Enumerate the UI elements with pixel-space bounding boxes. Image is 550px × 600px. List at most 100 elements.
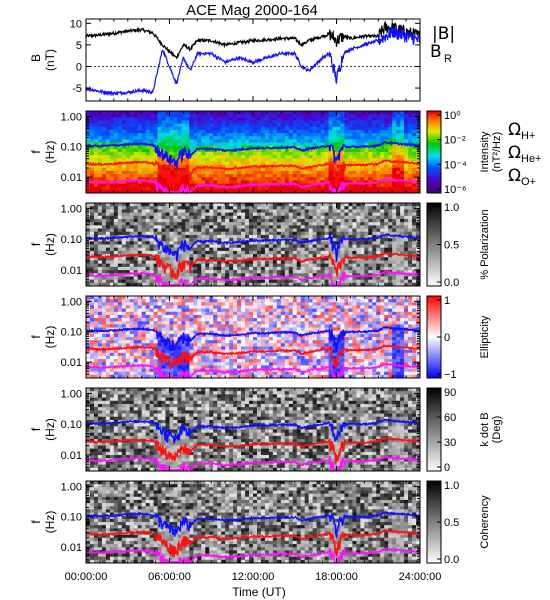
spectrogram-cell — [400, 215, 405, 220]
spectrogram-cell — [272, 123, 278, 128]
spectrogram-cell — [185, 238, 190, 242]
spectrogram-cell — [352, 257, 357, 261]
spectrogram-cell — [93, 164, 99, 169]
spectrogram-cell — [368, 111, 373, 115]
spectrogram-cell — [249, 212, 254, 217]
spectrogram-cell — [332, 174, 337, 178]
spectrogram-cell — [209, 158, 214, 162]
spectrogram-cell — [105, 241, 111, 245]
spectrogram-cell — [253, 139, 258, 144]
spectrogram-cell — [316, 266, 322, 271]
spectrogram-cell — [129, 152, 135, 156]
spectrogram-cell — [296, 279, 302, 284]
spectrogram-cell — [320, 174, 326, 178]
spectrogram-cell — [408, 117, 413, 121]
spectrogram-cell — [185, 250, 190, 255]
spectrogram-cell — [364, 276, 369, 281]
spectrogram-cell — [241, 123, 246, 128]
spectrogram-cell — [408, 189, 413, 194]
spectrogram-cell — [101, 155, 107, 159]
spectrogram-cell — [328, 114, 334, 118]
spectrogram-cell — [229, 177, 234, 181]
spectrogram-cell — [304, 282, 310, 287]
spectrogram-cell — [332, 218, 337, 223]
spectrogram-cell — [113, 257, 119, 261]
spectrogram-cell — [416, 164, 421, 169]
spectrogram-cell — [225, 225, 230, 230]
spectrogram-cell — [340, 117, 345, 121]
spectrogram-cell — [344, 139, 349, 144]
spectrogram-cell — [105, 177, 111, 181]
spectrogram-cell — [101, 148, 107, 153]
spectrogram-cell — [237, 155, 242, 159]
spectrogram-cell — [272, 244, 278, 249]
spectrogram-cell — [368, 142, 373, 147]
spectrogram-cell — [93, 133, 99, 137]
spectrogram-cell — [241, 238, 246, 242]
spectrogram-cell — [320, 158, 326, 162]
spectrogram-cell — [308, 215, 314, 220]
spectrogram-cell — [372, 161, 377, 166]
spectrogram-cell — [129, 263, 135, 268]
spectrogram-cell — [360, 282, 365, 287]
spectrogram-cell — [189, 203, 194, 207]
spectrogram-cell — [201, 241, 206, 245]
spectrogram-cell — [384, 266, 389, 271]
spectrogram-cell — [137, 152, 143, 156]
spectrogram-cell — [280, 276, 286, 281]
spectrogram-cell — [109, 164, 115, 169]
spectrogram-cell — [185, 126, 190, 131]
spectrogram-cell — [197, 203, 202, 207]
spectrogram-cell — [280, 218, 286, 223]
spectrogram-cell — [149, 270, 155, 274]
spectrogram-cell — [316, 174, 322, 178]
spectrogram-cell — [404, 183, 409, 188]
spectrogram-cell — [308, 117, 314, 121]
spectrogram-cell — [241, 167, 246, 172]
spectrogram-cell — [225, 266, 230, 271]
spectrogram-cell — [113, 263, 119, 268]
spectrogram-cell — [296, 155, 302, 159]
spectrogram-cell — [137, 260, 143, 265]
spectrogram-cell — [105, 276, 111, 281]
spectrogram-cell — [149, 212, 155, 217]
spectrogram-cell — [352, 270, 357, 274]
y-axis-unit: (nT) — [43, 49, 57, 71]
spectrogram-cell — [241, 225, 246, 230]
spectrogram-cell — [253, 123, 258, 128]
spectrogram-cell — [221, 250, 226, 255]
spectrogram-cell — [97, 308, 103, 313]
spectrogram-cell — [105, 158, 111, 162]
spectrogram-cell — [121, 177, 127, 181]
spectrogram-cell — [141, 152, 147, 156]
spectrogram-cell — [97, 355, 103, 360]
spectrogram-cell — [304, 111, 310, 115]
spectrogram-cell — [141, 133, 147, 137]
spectrogram-cell — [109, 343, 115, 347]
spectrogram-cell — [117, 308, 123, 313]
spectrogram-cell — [324, 241, 330, 245]
spectrogram-cell — [109, 260, 115, 265]
spectrogram-cell — [121, 263, 127, 268]
spectrogram-cell — [193, 276, 198, 281]
spectrogram-cell — [157, 231, 163, 236]
spectrogram-cell — [288, 250, 294, 255]
spectrogram-cell — [340, 244, 345, 249]
spectrogram-cell — [312, 270, 318, 274]
spectrogram-cell — [332, 114, 337, 118]
spectrogram-cell — [241, 212, 246, 217]
spectrogram-cell — [141, 177, 147, 181]
spectrogram-cell — [276, 225, 282, 230]
spectrogram-cell — [229, 123, 234, 128]
spectrogram-cell — [117, 305, 123, 310]
spectrogram-cell — [304, 155, 310, 159]
spectrogram-cell — [352, 139, 357, 144]
spectrogram-cell — [93, 209, 99, 214]
spectrogram-cell — [125, 330, 131, 335]
spectrogram-cell — [376, 177, 381, 181]
spectrogram-cell — [284, 276, 290, 281]
spectrogram-cell — [221, 282, 226, 287]
spectrogram-cell — [344, 282, 349, 287]
spectrogram-cell — [288, 177, 294, 181]
spectrogram-cell — [125, 302, 131, 306]
